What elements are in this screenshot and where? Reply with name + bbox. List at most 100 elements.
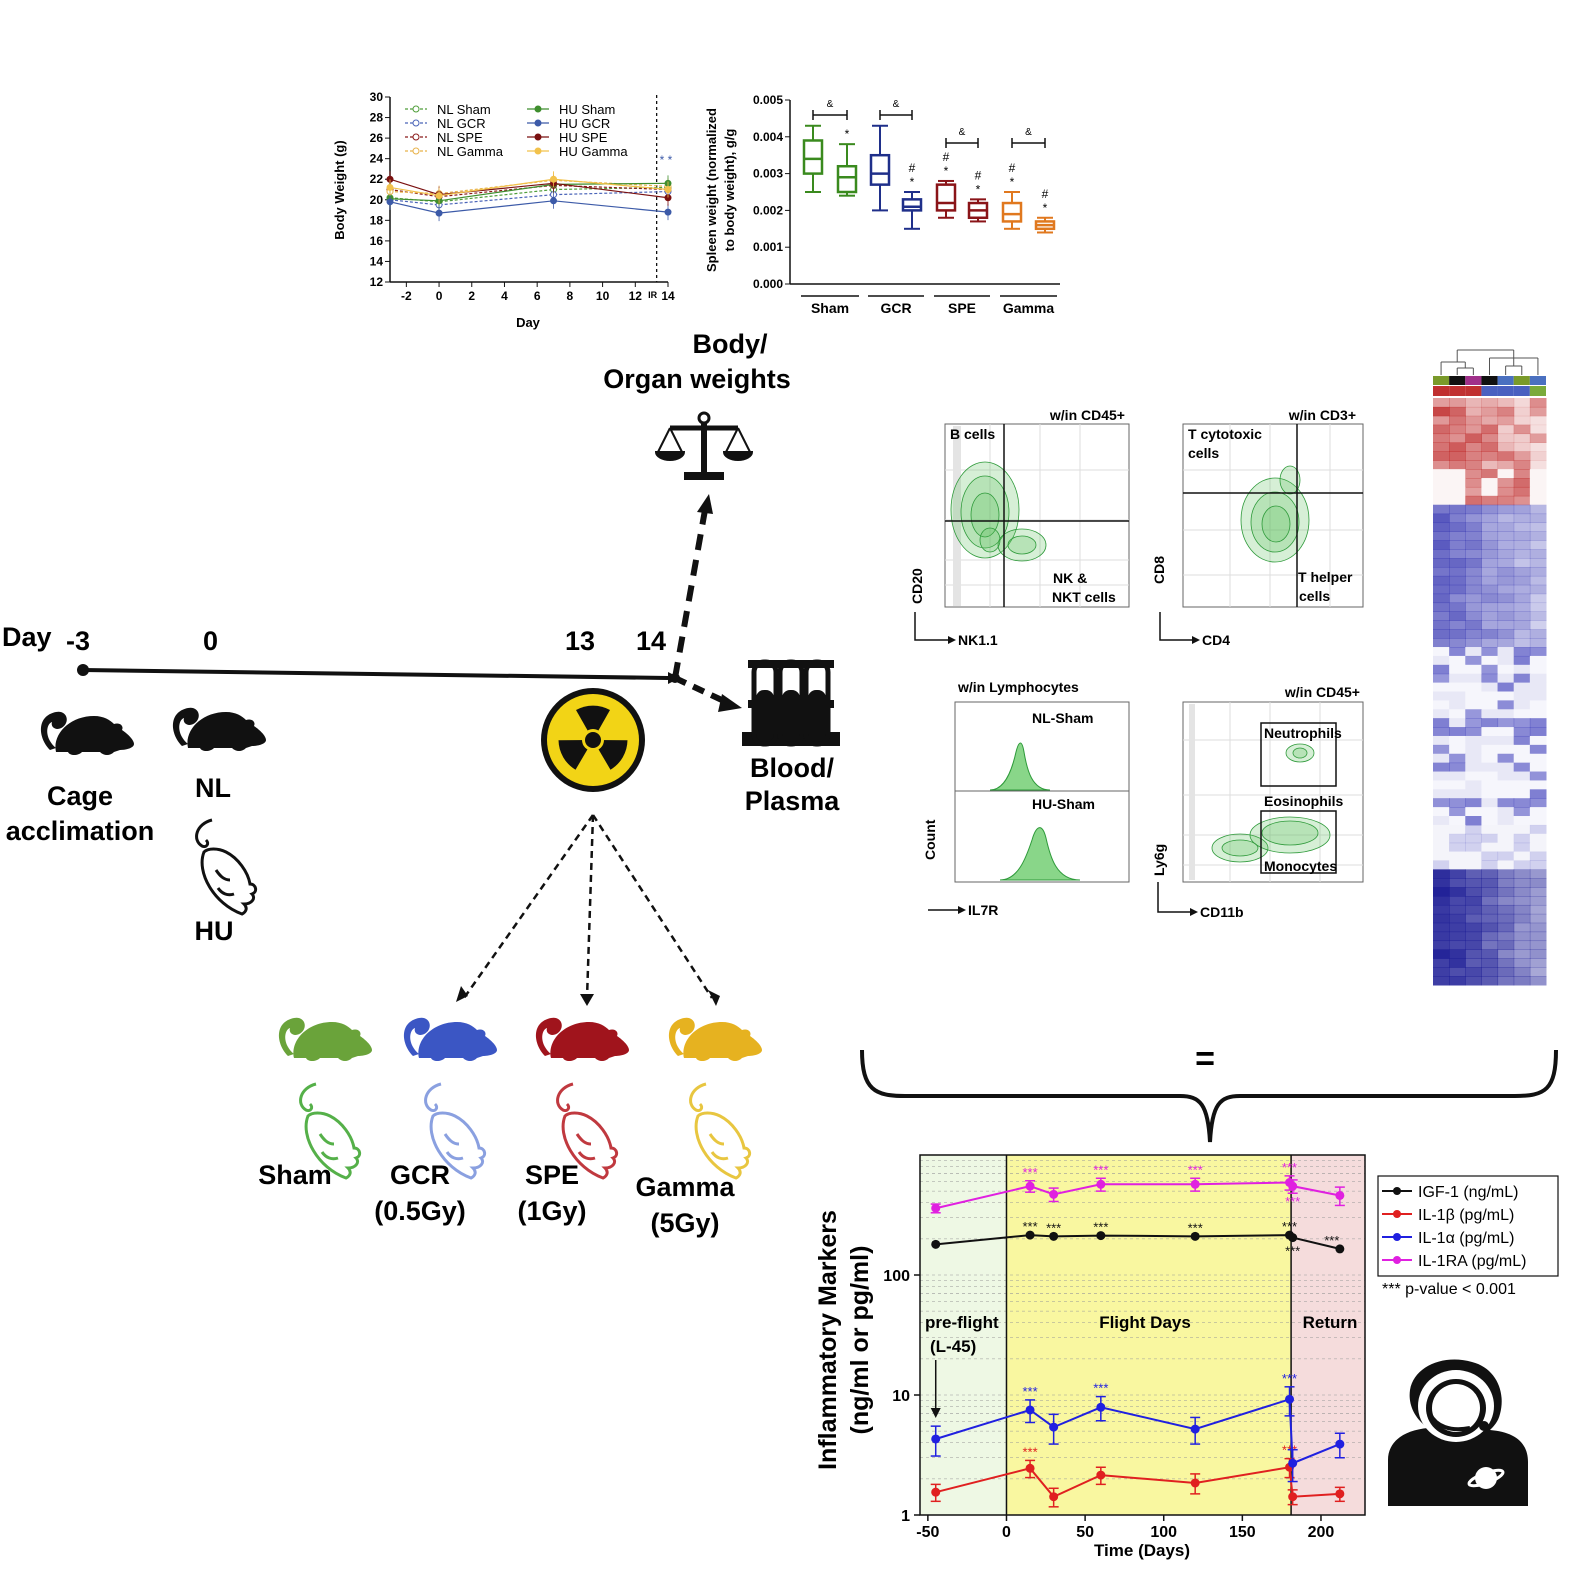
heatmap-cell [1465, 655, 1482, 666]
heatmap-cell [1529, 949, 1547, 959]
heatmap-cell [1529, 718, 1547, 728]
heatmap-cell [1481, 896, 1499, 906]
heatmap-cell [1481, 798, 1499, 808]
sp-category-label: Gamma [1003, 300, 1055, 316]
heatmap-cell [1433, 949, 1450, 959]
heatmap-cell [1465, 931, 1482, 942]
heatmap-cell [1481, 913, 1499, 924]
heatmap-cell [1481, 611, 1499, 621]
heatmap-cell [1433, 460, 1450, 470]
heatmap-cell [1513, 887, 1531, 897]
heatmap-cell [1433, 478, 1450, 488]
heatmap-cell [1497, 833, 1515, 844]
heatmap-cell [1513, 406, 1531, 417]
inf-sig-marker: *** [1188, 1162, 1203, 1177]
heatmap-cell [1513, 949, 1531, 959]
timeline-tick-minus3: -3 [66, 626, 90, 656]
heatmap-cell [1465, 860, 1482, 870]
heatmap-cell [1513, 691, 1531, 701]
inf-preflight-arrowhead [930, 1408, 941, 1418]
bw-x-tick-label: 6 [534, 289, 541, 303]
heatmap-cell [1465, 664, 1482, 675]
heatmap-cell [1481, 878, 1499, 888]
inf-frame [919, 1154, 1366, 1516]
heatmap-cell [1529, 887, 1547, 897]
heatmap-cell [1497, 540, 1515, 550]
inf-point [1190, 1179, 1200, 1189]
bw-y-tick-label: 20 [370, 193, 384, 207]
sp-sig-mark: # [943, 150, 950, 164]
heatmap-cell [1497, 647, 1515, 657]
heatmap-cell [1529, 469, 1547, 479]
heatmap-cell [1449, 913, 1466, 924]
heatmap-cell [1481, 940, 1499, 950]
heatmap-cell [1433, 664, 1450, 675]
sp-sig-mark: # [909, 161, 916, 175]
heatmap-cell [1497, 931, 1515, 942]
heatmap-cell [1481, 433, 1499, 443]
heatmap-cell [1449, 540, 1466, 550]
sp-amp: & [1025, 127, 1032, 138]
heatmap-cell [1433, 647, 1450, 657]
blood-label-1: Blood/ [750, 753, 834, 783]
heatmap-annot-cell [1497, 386, 1514, 396]
heatmap-cell [1449, 807, 1466, 817]
heatmap-cell [1465, 629, 1482, 639]
sp-box [869, 153, 891, 186]
sp-box [802, 139, 824, 175]
heatmap-cell [1449, 709, 1466, 719]
heatmap-cell [1513, 807, 1531, 817]
heatmap-cell [1481, 958, 1499, 968]
heatmap-cell [1497, 869, 1515, 879]
heatmap-cell [1433, 584, 1450, 595]
heatmap-cell [1449, 798, 1466, 808]
heatmap-cell [1481, 789, 1499, 799]
heatmap-cell [1433, 869, 1450, 879]
heatmap-cell [1481, 807, 1499, 817]
heatmap-cell [1481, 451, 1499, 461]
inf-region-return-label: Return [1303, 1313, 1358, 1332]
heatmap-cell [1449, 415, 1466, 426]
heatmap-cell [1465, 575, 1482, 586]
bw-series-line [389, 190, 669, 206]
inf-sig-marker: *** [1282, 1219, 1297, 1234]
heatmap-cell [1465, 673, 1482, 684]
heatmap-cell [1529, 566, 1547, 577]
heatmap-cell [1529, 620, 1547, 630]
heatmap-cell [1433, 896, 1450, 906]
bw-legend-label: NL GCR [437, 116, 486, 131]
heatmap-cell [1513, 798, 1531, 808]
bw-legend-marker [534, 105, 542, 113]
panel3-top: NL-Sham [1032, 710, 1093, 726]
heatmap-cell [1529, 967, 1547, 977]
heatmap-cell [1465, 398, 1482, 408]
sp-box [1001, 201, 1023, 223]
heatmap-cell [1529, 478, 1547, 488]
arrow-to-weights-head [697, 494, 713, 514]
heatmap-cell [1513, 789, 1531, 799]
heatmap-cell [1449, 896, 1466, 906]
heatmap-cell [1465, 602, 1482, 612]
inf-y-label-2: (ng/ml or pg/ml) [846, 1246, 874, 1435]
spleen-weight-chart: 0.000 0.001 0.002 0.003 0.004 0.005 Spleen wei… [704, 93, 1060, 316]
heatmap-cell [1481, 816, 1499, 826]
inf-point [1288, 1458, 1298, 1468]
group-gamma-hu-icon [689, 1082, 752, 1180]
heatmap-cell [1529, 406, 1547, 417]
panel3-bottom: HU-Sham [1032, 796, 1095, 812]
heatmap-cell [1513, 842, 1531, 853]
heatmap-cell [1433, 958, 1450, 968]
sp-y-tick-label: 0.002 [753, 203, 783, 217]
heatmap-cell [1481, 522, 1499, 532]
inf-sig-marker: *** [1022, 1219, 1037, 1234]
heatmap-cell [1433, 673, 1450, 684]
sp-amp: & [893, 99, 900, 110]
panel4-xaxis: CD11b [1200, 904, 1244, 920]
heatmap-cell [1497, 896, 1515, 906]
inf-sig-marker: *** [1093, 1162, 1108, 1177]
timeline-tick-13: 13 [565, 626, 595, 656]
group-gcr-mouse-icon [403, 1017, 497, 1061]
heatmap-cell [1449, 931, 1466, 942]
